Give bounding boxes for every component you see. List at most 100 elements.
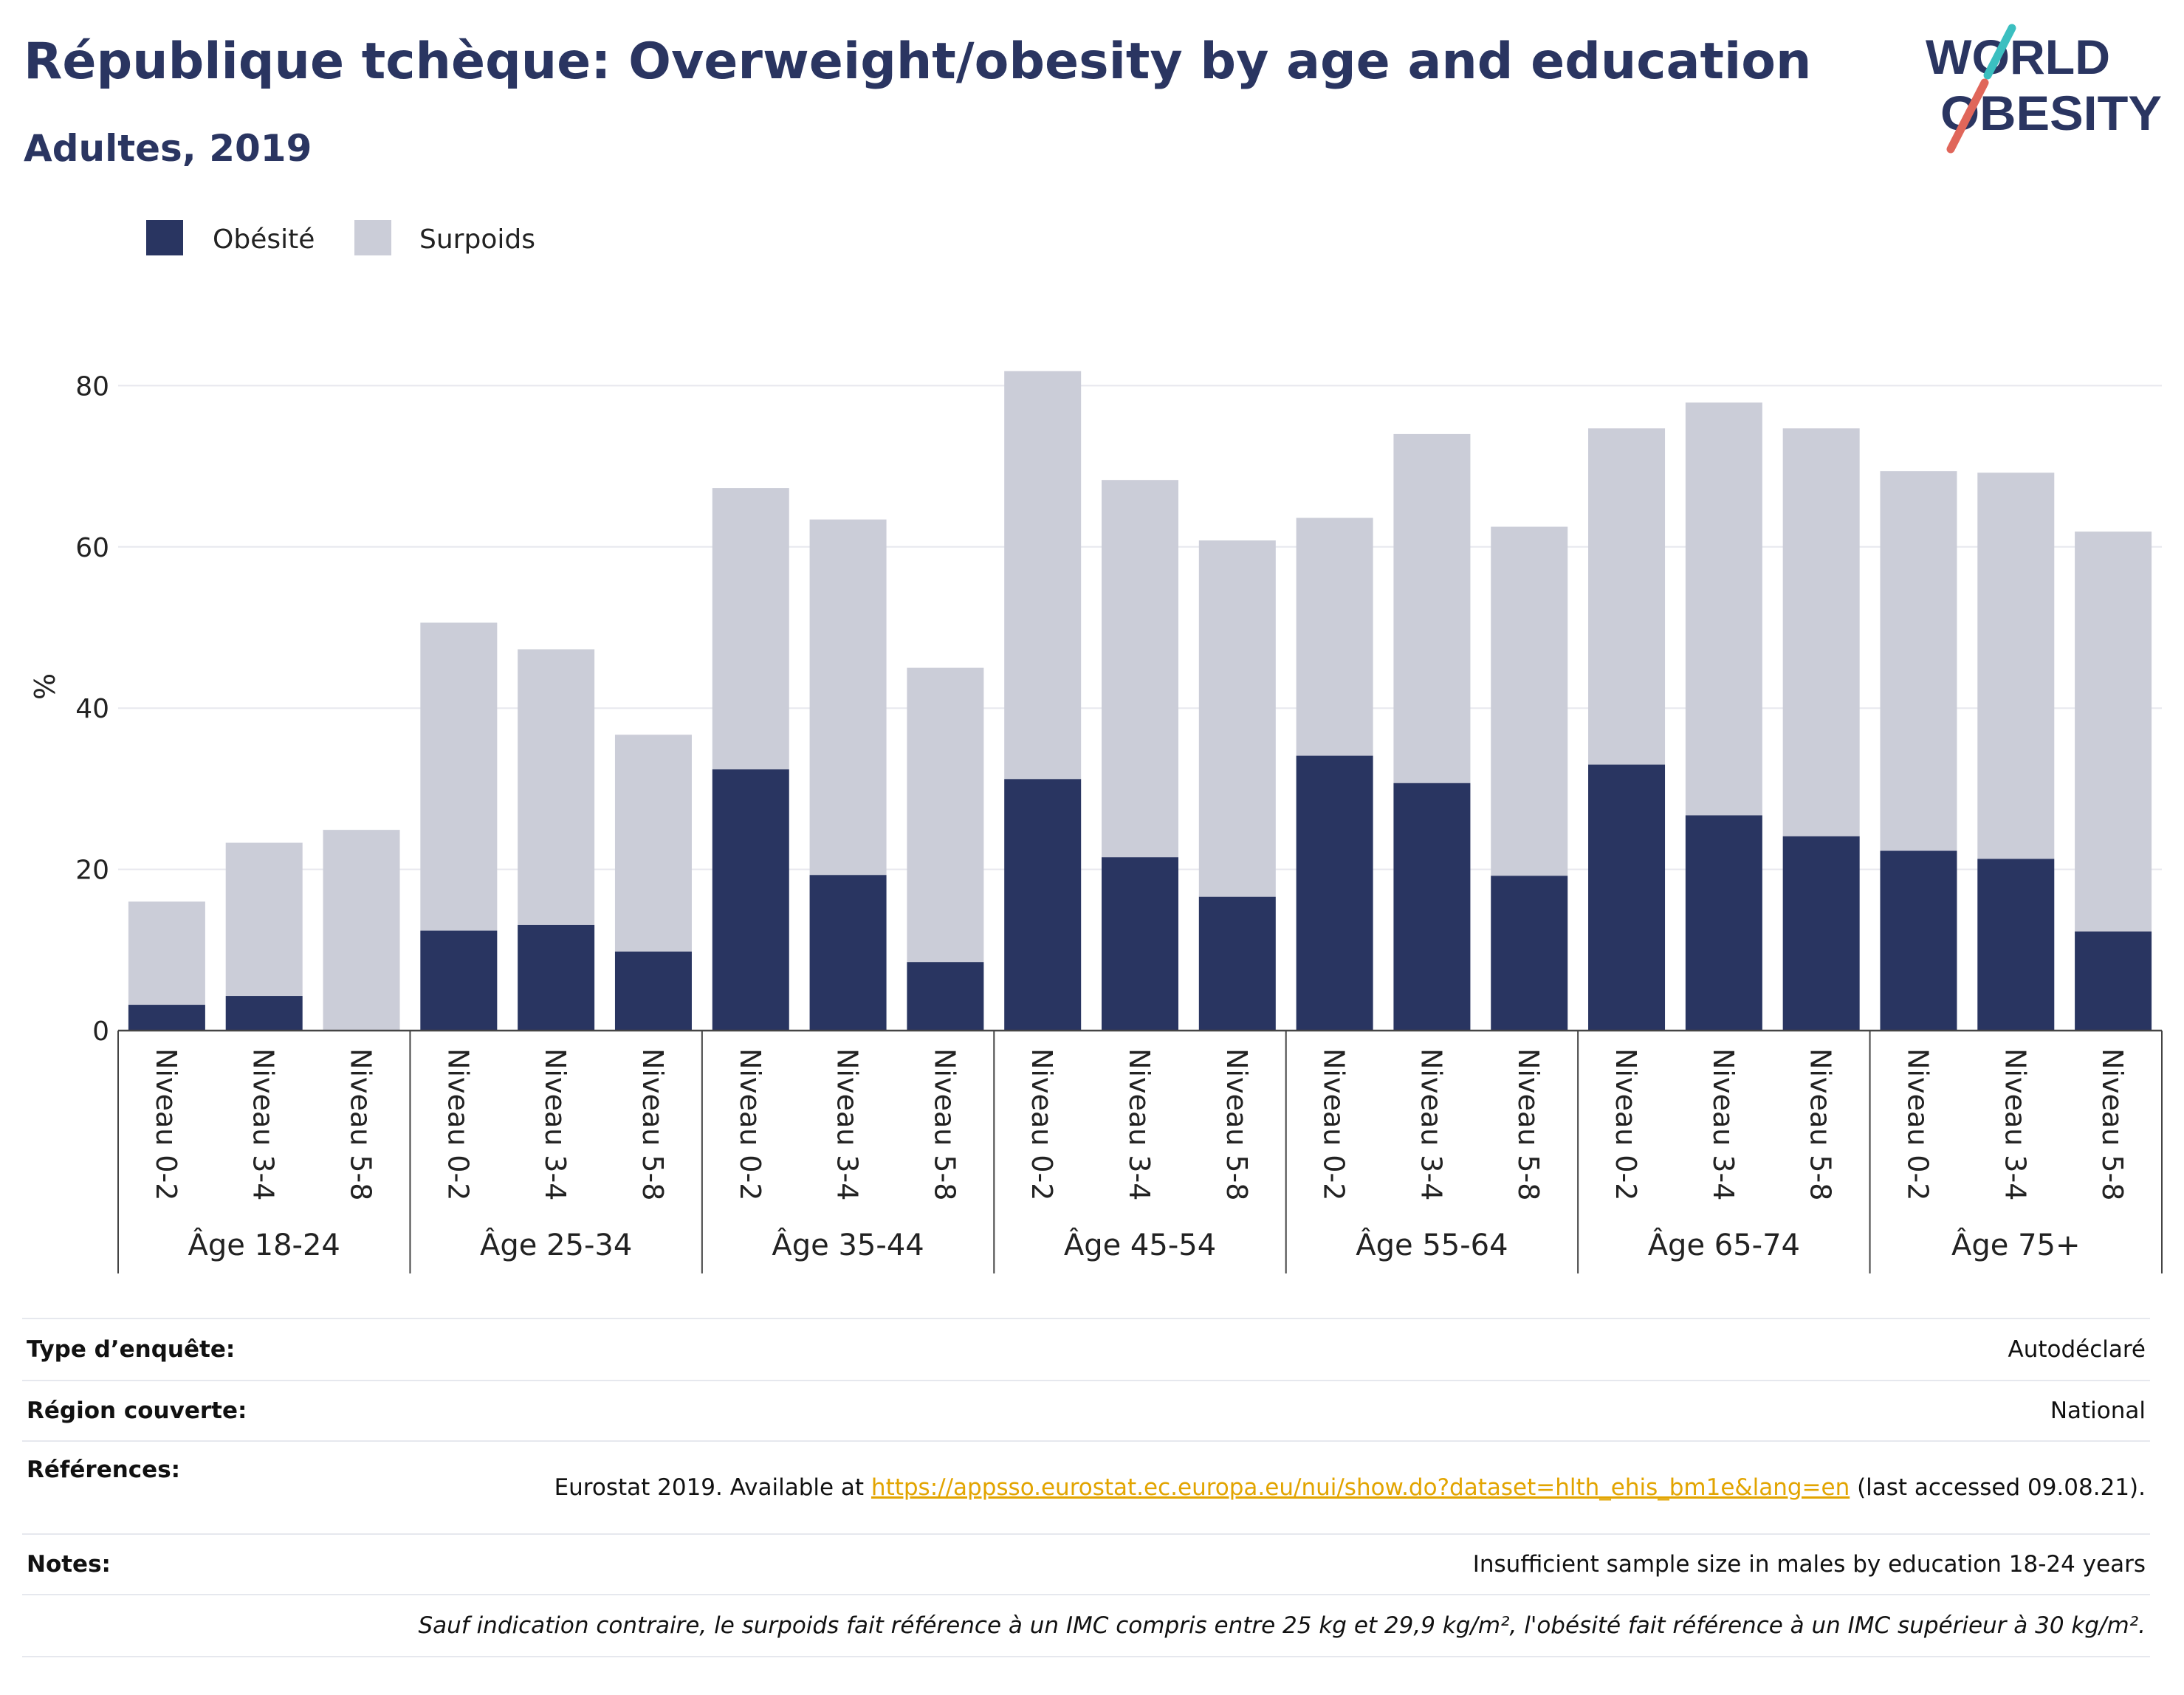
bar-overweight xyxy=(518,649,595,925)
references-value: Eurostat 2019. Available at https://apps… xyxy=(400,1440,2150,1535)
bar-overweight xyxy=(809,519,887,876)
x-subcategory-label: Niveau 5-8 xyxy=(2096,1048,2129,1200)
bar-obesity xyxy=(614,951,692,1031)
info-row-survey-type: Type d’enquête: Autodéclaré xyxy=(22,1318,2150,1381)
logo-slash-teal xyxy=(1983,24,2016,80)
bar-overweight xyxy=(1004,371,1082,780)
bar-overweight xyxy=(1296,518,1373,756)
bar-obesity xyxy=(2075,931,2152,1031)
x-subcategory-label: Niveau 0-2 xyxy=(1610,1048,1642,1200)
info-row-notes: Notes: Insufficient sample size in males… xyxy=(22,1533,2150,1595)
x-group-label: Âge 75+ xyxy=(1951,1227,2081,1262)
bar-overweight xyxy=(712,488,789,770)
x-group-label: Âge 35-44 xyxy=(772,1227,924,1262)
info-table: Type d’enquête: Autodéclaré Région couve… xyxy=(22,1318,2150,1657)
bar-obesity xyxy=(128,1005,205,1031)
bar-obesity xyxy=(1296,755,1373,1031)
bar-obesity xyxy=(420,930,498,1031)
chart-subtitle: Adultes, 2019 xyxy=(24,127,312,170)
notes-label: Notes: xyxy=(22,1533,400,1595)
x-subcategory-label: Niveau 3-4 xyxy=(1123,1048,1155,1200)
bar-overweight xyxy=(1782,428,1860,836)
x-subcategory-label: Niveau 5-8 xyxy=(1804,1048,1837,1200)
bar-overweight xyxy=(1880,471,1957,851)
x-subcategory-label: Niveau 3-4 xyxy=(1415,1048,1447,1200)
legend-swatch-overweight xyxy=(354,220,391,255)
bar-obesity xyxy=(1588,764,1666,1031)
legend-swatch-obesity xyxy=(146,220,183,255)
info-row-references: Références: Eurostat 2019. Available at … xyxy=(22,1440,2150,1535)
bar-overweight xyxy=(614,735,692,952)
bar-overweight xyxy=(323,830,400,1031)
y-tick-label: 80 xyxy=(75,371,109,402)
x-group-label: Âge 25-34 xyxy=(480,1227,632,1262)
chart-title: République tchèque: Overweight/obesity b… xyxy=(24,32,1812,91)
x-subcategory-label: Niveau 0-2 xyxy=(1026,1048,1058,1200)
bars xyxy=(128,371,2152,1031)
x-subcategory-label: Niveau 0-2 xyxy=(442,1048,474,1200)
bar-obesity xyxy=(1782,836,1860,1031)
x-group-label: Âge 18-24 xyxy=(188,1227,340,1262)
bar-overweight xyxy=(1198,540,1276,897)
x-subcategory-label: Niveau 0-2 xyxy=(150,1048,182,1200)
info-row-footnote: Sauf indication contraire, le surpoids f… xyxy=(22,1594,2150,1657)
notes-value: Insufficient sample size in males by edu… xyxy=(400,1533,2150,1595)
legend-label-overweight: Surpoids xyxy=(419,224,535,255)
region-value: National xyxy=(400,1380,2150,1442)
bar-obesity xyxy=(1977,859,2055,1031)
x-subcategory-label: Niveau 3-4 xyxy=(831,1048,864,1200)
y-tick-label: 60 xyxy=(75,533,109,563)
bar-obesity xyxy=(225,996,303,1031)
bar-obesity xyxy=(1491,876,1568,1031)
bar-obesity xyxy=(1198,896,1276,1031)
references-label: Références: xyxy=(22,1440,400,1535)
y-tick-label: 20 xyxy=(75,856,109,886)
x-group-label: Âge 55-64 xyxy=(1356,1227,1508,1262)
legend: Obésité Surpoids xyxy=(146,220,535,255)
logo-slash-red xyxy=(1946,78,1989,154)
bar-overweight xyxy=(907,667,984,963)
x-subcategory-label: Niveau 5-8 xyxy=(1220,1048,1253,1200)
x-subcategory-label: Niveau 3-4 xyxy=(1999,1048,2031,1200)
legend-label-obesity: Obésité xyxy=(213,224,315,255)
bar-overweight xyxy=(225,842,303,997)
x-subcategory-label: Niveau 5-8 xyxy=(636,1048,669,1200)
survey-type-value: Autodéclaré xyxy=(400,1318,2150,1381)
x-subcategory-label: Niveau 3-4 xyxy=(1707,1048,1740,1200)
bar-overweight xyxy=(1102,480,1178,858)
x-subcategory-label: Niveau 5-8 xyxy=(1512,1048,1545,1200)
x-subcategory-label: Niveau 5-8 xyxy=(345,1048,377,1200)
y-tick-label: 40 xyxy=(75,694,109,724)
bar-overweight xyxy=(128,901,205,1005)
region-label: Région couverte: xyxy=(22,1380,400,1442)
x-subcategory-label: Niveau 0-2 xyxy=(734,1048,766,1200)
bar-overweight xyxy=(1491,526,1568,876)
bar-overweight xyxy=(420,622,498,931)
bar-obesity xyxy=(809,875,887,1031)
x-subcategory-label: Niveau 0-2 xyxy=(1318,1048,1350,1200)
survey-type-label: Type d’enquête: xyxy=(22,1318,400,1381)
bar-obesity xyxy=(1880,850,1957,1031)
x-subcategory-label: Niveau 0-2 xyxy=(1901,1048,1934,1200)
x-subcategory-label: Niveau 3-4 xyxy=(247,1048,280,1200)
bar-overweight xyxy=(1588,428,1666,765)
y-axis: 0 20 40 60 80 xyxy=(75,371,109,1047)
bar-overweight xyxy=(1393,433,1471,783)
x-group-label: Âge 65-74 xyxy=(1648,1227,1800,1262)
bar-obesity xyxy=(1102,857,1178,1031)
references-text: Eurostat 2019. Available at xyxy=(554,1474,871,1501)
footnote: Sauf indication contraire, le surpoids f… xyxy=(22,1594,2150,1657)
info-row-region: Région couverte: National xyxy=(22,1380,2150,1442)
stacked-bar-chart: Obésité Surpoids 0 20 40 60 80 % Niveau 0-2 N… xyxy=(29,220,2163,1273)
world-obesity-logo: WORLD OBESITY xyxy=(1926,24,2162,154)
bar-overweight xyxy=(1685,402,1762,816)
y-axis-label: % xyxy=(29,673,61,700)
x-subcategory-label: Niveau 5-8 xyxy=(928,1048,961,1200)
references-link[interactable]: https://appsso.eurostat.ec.europa.eu/nui… xyxy=(870,1474,1850,1501)
bar-obesity xyxy=(1004,779,1082,1031)
bar-obesity xyxy=(1393,783,1471,1031)
bar-obesity xyxy=(907,962,984,1031)
y-tick-label: 0 xyxy=(92,1017,109,1047)
references-accessed: (last accessed 09.08.21). xyxy=(1850,1474,2146,1501)
bar-obesity xyxy=(1685,815,1762,1031)
